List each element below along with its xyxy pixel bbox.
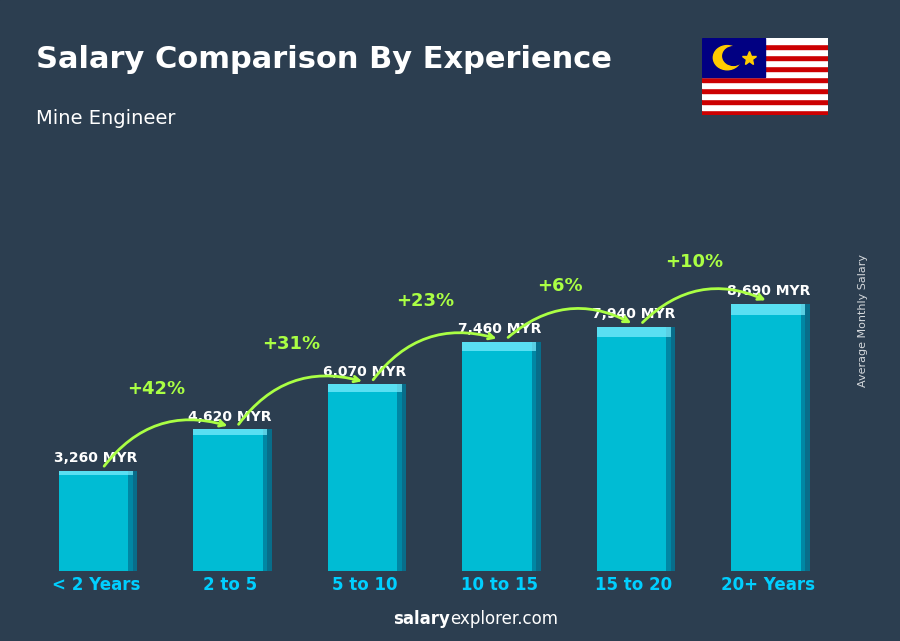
Bar [58,471,132,571]
Bar [328,385,401,571]
Bar [463,342,536,351]
Bar [702,49,828,55]
Bar [129,471,137,571]
Bar [702,77,828,83]
Text: 6,070 MYR: 6,070 MYR [323,365,407,379]
Text: 8,690 MYR: 8,690 MYR [726,285,810,298]
Bar [597,327,670,571]
Bar [702,71,828,77]
Text: Salary Comparison By Experience: Salary Comparison By Experience [36,45,612,74]
Bar [702,110,828,115]
Text: +31%: +31% [262,335,320,353]
Text: 3,260 MYR: 3,260 MYR [54,451,138,465]
Bar [702,99,828,104]
Text: explorer.com: explorer.com [450,610,558,628]
Bar [702,38,765,77]
Bar [702,66,828,71]
Bar [58,471,132,475]
Circle shape [714,46,741,70]
Bar [702,60,828,66]
Bar [194,429,267,435]
Text: +23%: +23% [396,292,454,310]
Text: +10%: +10% [665,253,724,271]
Bar [666,327,675,571]
Bar [732,304,806,315]
Bar [532,342,541,571]
Text: Average Monthly Salary: Average Monthly Salary [859,254,868,387]
Bar [702,55,828,60]
Bar [702,44,828,49]
Bar [702,83,828,88]
Bar [194,429,267,571]
Circle shape [723,47,744,65]
Bar [732,304,806,571]
Bar [263,429,272,571]
Text: +6%: +6% [537,277,582,295]
Bar [702,94,828,99]
Bar [702,38,828,44]
Text: 7,940 MYR: 7,940 MYR [592,308,676,321]
Bar [597,327,670,337]
Bar [801,304,810,571]
Bar [463,342,536,571]
Text: +42%: +42% [127,380,185,398]
Bar [397,385,406,571]
Text: Mine Engineer: Mine Engineer [36,109,176,128]
Text: 4,620 MYR: 4,620 MYR [188,410,272,424]
Bar [328,385,401,392]
Bar [702,88,828,94]
Text: salary: salary [393,610,450,628]
Text: 7,460 MYR: 7,460 MYR [457,322,541,336]
Bar [702,104,828,110]
